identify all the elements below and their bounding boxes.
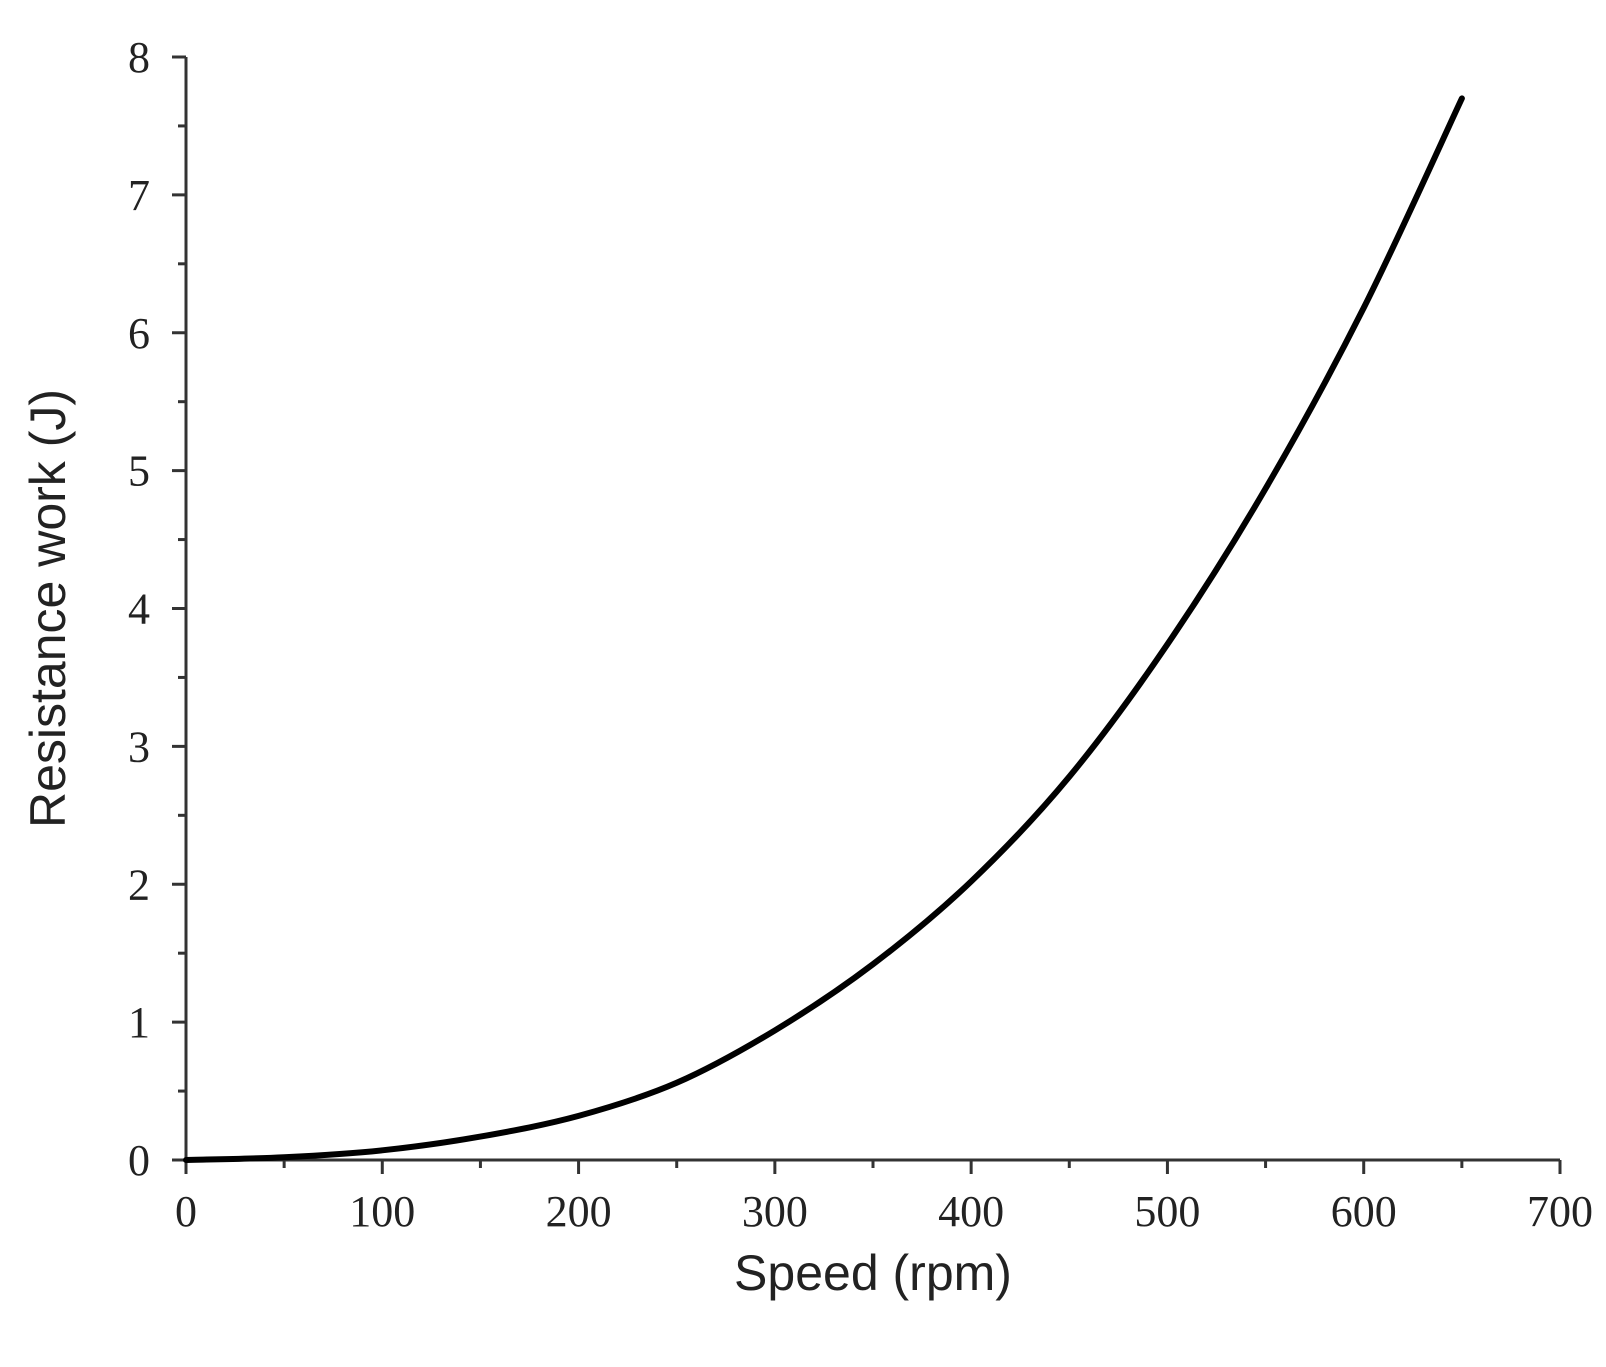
x-tick-label: 200	[546, 1187, 612, 1236]
x-tick-label: 0	[175, 1187, 197, 1236]
y-tick-label: 5	[128, 447, 150, 496]
y-tick-label: 8	[128, 33, 150, 82]
y-tick-label: 6	[128, 309, 150, 358]
x-axis-title: Speed (rpm)	[734, 1245, 1012, 1301]
y-tick-label: 1	[128, 998, 150, 1047]
y-tick-label: 4	[128, 585, 150, 634]
series-line	[183, 95, 1465, 1163]
x-tick-label: 400	[938, 1187, 1004, 1236]
x-tick-label: 300	[742, 1187, 808, 1236]
ticks: 0 100 200 300 400 500 600 700 0 1 2 3 4 5 6 7 8	[128, 33, 1593, 1236]
series-layer	[183, 95, 1465, 1163]
y-tick-label: 3	[128, 722, 150, 771]
axes	[184, 57, 1560, 1162]
x-tick-label: 700	[1527, 1187, 1593, 1236]
x-tick-label: 100	[349, 1187, 415, 1236]
y-axis-title: Resistance work (J)	[20, 389, 76, 828]
y-tick-label: 0	[128, 1136, 150, 1185]
y-tick-label: 2	[128, 860, 150, 909]
y-tick-label: 7	[128, 171, 150, 220]
x-tick-label: 600	[1331, 1187, 1397, 1236]
x-tick-label: 500	[1134, 1187, 1200, 1236]
